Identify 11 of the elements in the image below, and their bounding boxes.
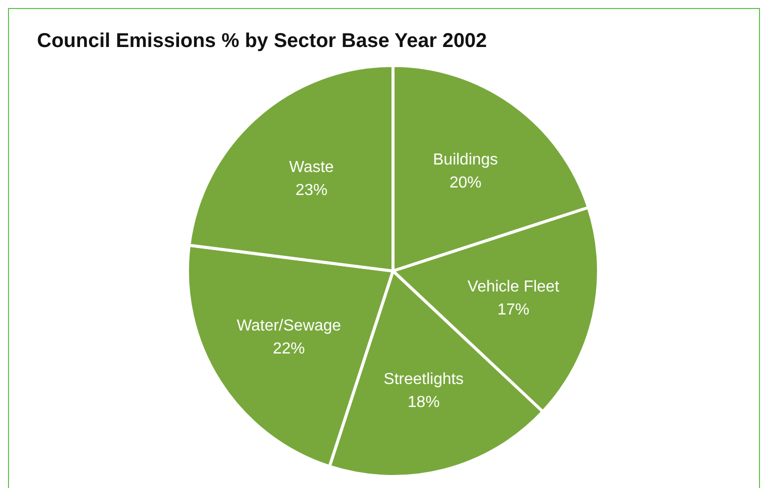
data-label: 17% xyxy=(497,301,530,318)
slice-label: Buildings xyxy=(433,152,498,169)
data-label: 20% xyxy=(449,174,482,192)
slice-label: Vehicle Fleet xyxy=(468,278,560,296)
chart-title: Council Emissions % by Sector Base Year 2002 xyxy=(37,30,487,53)
data-label: 22% xyxy=(272,340,305,358)
data-label: 18% xyxy=(408,394,440,411)
data-label: 23% xyxy=(295,182,328,199)
slice-label: Waste xyxy=(289,158,334,176)
slice-label: Water/Sewage xyxy=(236,317,342,334)
slice-label: Streetlights xyxy=(384,370,464,388)
